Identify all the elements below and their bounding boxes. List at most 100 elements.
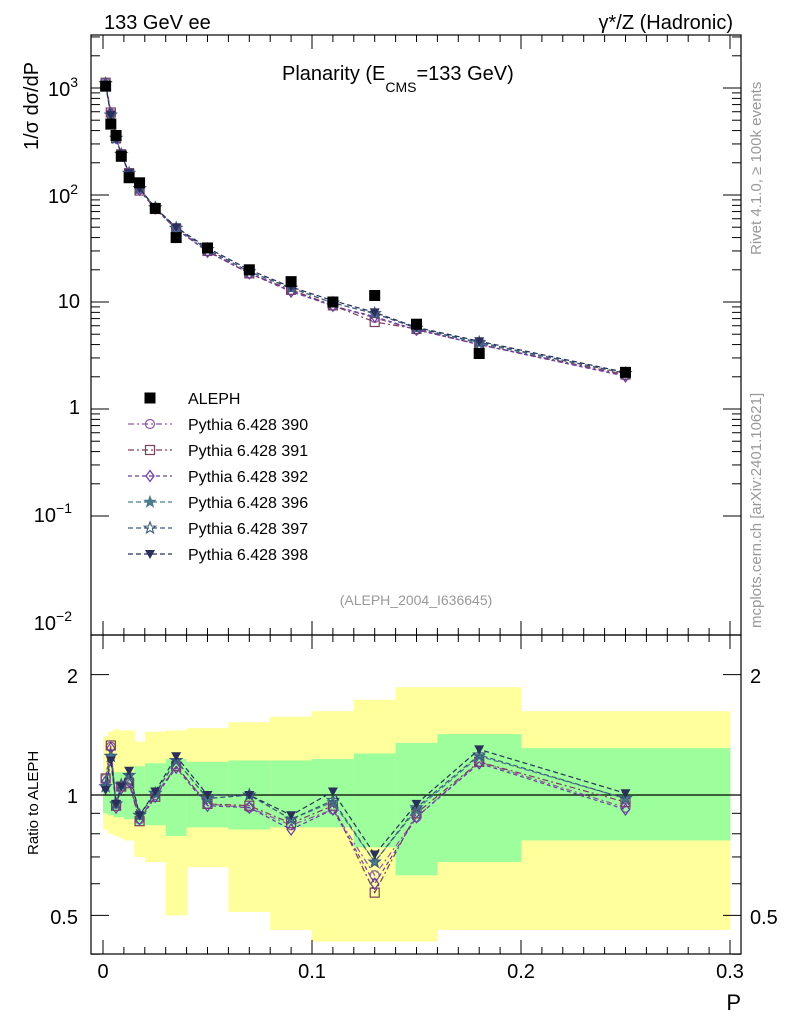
aleph-data-point (149, 202, 161, 214)
aleph-data-point (100, 80, 112, 92)
legend-label: Pythia 6.428 390 (188, 417, 308, 434)
aleph-data-point (105, 118, 117, 130)
ratio-series-marker (244, 801, 255, 815)
main-series-line (105, 83, 626, 377)
ratio-series-marker (369, 850, 380, 860)
ratio-series-marker (474, 745, 485, 755)
legend-entry: Pythia 6.428 398 (128, 547, 308, 564)
aleph-data-layer (100, 80, 631, 378)
legend-marker (144, 444, 156, 456)
ratio-series-marker (244, 791, 255, 800)
ratio-series-marker (369, 877, 380, 891)
ratio-band-inner (353, 753, 396, 848)
ratio-series-layer (98, 740, 633, 898)
header-left-label: 133 GeV ee (104, 12, 211, 34)
ratio-band-inner (165, 759, 187, 836)
x-axis-label: P (726, 990, 741, 1015)
ytick-label-100: 102 (48, 181, 78, 208)
legend-entry: Pythia 6.428 397 (128, 520, 308, 538)
ratio-series-line (105, 748, 626, 856)
aleph-data-point (170, 232, 182, 244)
legend-entry: Pythia 6.428 392 (128, 469, 308, 486)
ratio-series-marker (283, 811, 299, 826)
xtick-label-0p1: 0.1 (298, 961, 326, 983)
main-y-tick-labels: 103 102 10 1 10−1 10−2 (34, 74, 80, 635)
aleph-data-point (134, 177, 146, 189)
ratio-ytick-label-2: 2 (67, 666, 78, 688)
ytick-label-0p1-exp: −1 (56, 500, 72, 516)
legend-label: Pythia 6.428 396 (188, 495, 308, 512)
ytick-label-0p01: 10−2 (34, 608, 72, 635)
ratio-series-marker (202, 791, 213, 800)
main-series-line (105, 82, 626, 376)
xtick-label-0p3: 0.3 (716, 961, 744, 983)
legend-marker (144, 418, 156, 430)
aleph-data-point (327, 296, 339, 308)
xtick-label-0: 0 (97, 961, 108, 983)
ratio-band-inner (108, 772, 114, 816)
aleph-data-point (110, 129, 122, 141)
ytick-label-1: 1 (69, 397, 80, 419)
ytick-label-0p1: 10−1 (34, 500, 72, 527)
ytick-label-1000: 103 (48, 74, 78, 101)
ratio-series-marker (620, 789, 631, 799)
main-y-axis-label: 1/σ dσ/dP (21, 62, 43, 150)
aleph-data-point (243, 264, 255, 276)
ratio-series-marker (367, 854, 382, 869)
ratio-ytick-label-0p5-right: 0.5 (750, 907, 778, 929)
ratio-series-marker (202, 799, 213, 813)
legend-label: Pythia 6.428 397 (188, 521, 308, 538)
ratio-series-marker (474, 756, 484, 770)
main-series-marker (171, 223, 182, 233)
ratio-series-marker (409, 800, 424, 814)
ytick-label-0p01-base: 10 (34, 613, 56, 635)
ytick-label-1000-exp: 3 (70, 74, 78, 90)
main-series-line (105, 82, 626, 377)
main-plot-title-sub: CMS (385, 79, 416, 95)
rivet-version-label: Rivet 4.1.0, ≥ 100k events (748, 82, 765, 255)
ratio-series-marker (286, 811, 297, 821)
ratio-series-line (105, 748, 626, 885)
legend-entry: Pythia 6.428 390 (128, 417, 308, 434)
ytick-label-100-exp: 2 (70, 181, 78, 197)
ratio-series-marker (620, 802, 631, 817)
legend-label: Pythia 6.428 392 (188, 469, 308, 486)
ytick-label-10: 10 (58, 291, 80, 313)
ratio-series-marker (472, 747, 487, 761)
ratio-series-marker (171, 752, 182, 762)
ratio-series-marker (121, 767, 137, 782)
main-series-layer (98, 76, 633, 383)
ratio-band-inner (134, 766, 146, 826)
ratio-series-marker (100, 785, 111, 795)
legend-entry-aleph: ALEPH (144, 391, 240, 408)
ratio-series-marker (105, 756, 116, 766)
legend-marker (145, 550, 155, 559)
main-series-line (105, 83, 626, 374)
ratio-series-marker (328, 802, 338, 817)
ratio-ytick-label-0p5: 0.5 (50, 907, 78, 929)
ratio-series-marker (134, 811, 145, 821)
header-right-label: γ*/Z (Hadronic) (599, 12, 733, 34)
ratio-ytick-label-2-right: 2 (750, 666, 761, 688)
aleph-data-point (115, 150, 127, 162)
legend-label-aleph: ALEPH (188, 391, 240, 408)
aleph-data-point (411, 318, 422, 330)
mcplots-label: mcplots.cern.ch [arXiv:2401.10621] (748, 393, 765, 628)
ytick-label-0p1-base: 10 (34, 505, 56, 527)
ytick-label-1000-base: 10 (48, 79, 70, 101)
aleph-data-point (620, 366, 631, 378)
ratio-ytick-label-1: 1 (67, 786, 78, 808)
xtick-label-0p2: 0.2 (507, 961, 535, 983)
legend-marker-aleph (144, 392, 156, 404)
legend-marker (143, 494, 157, 508)
main-series-marker (474, 337, 485, 347)
ratio-series-marker (327, 787, 338, 797)
ratio-series-marker (171, 761, 181, 775)
main-plot-title: Planarity (ECMS=133 GeV) (282, 63, 514, 95)
main-series-marker (105, 110, 116, 120)
ratio-series-marker (200, 790, 215, 805)
ratio-series-marker (168, 752, 184, 767)
aleph-data-point (369, 290, 381, 302)
ratio-series-marker (369, 887, 380, 898)
